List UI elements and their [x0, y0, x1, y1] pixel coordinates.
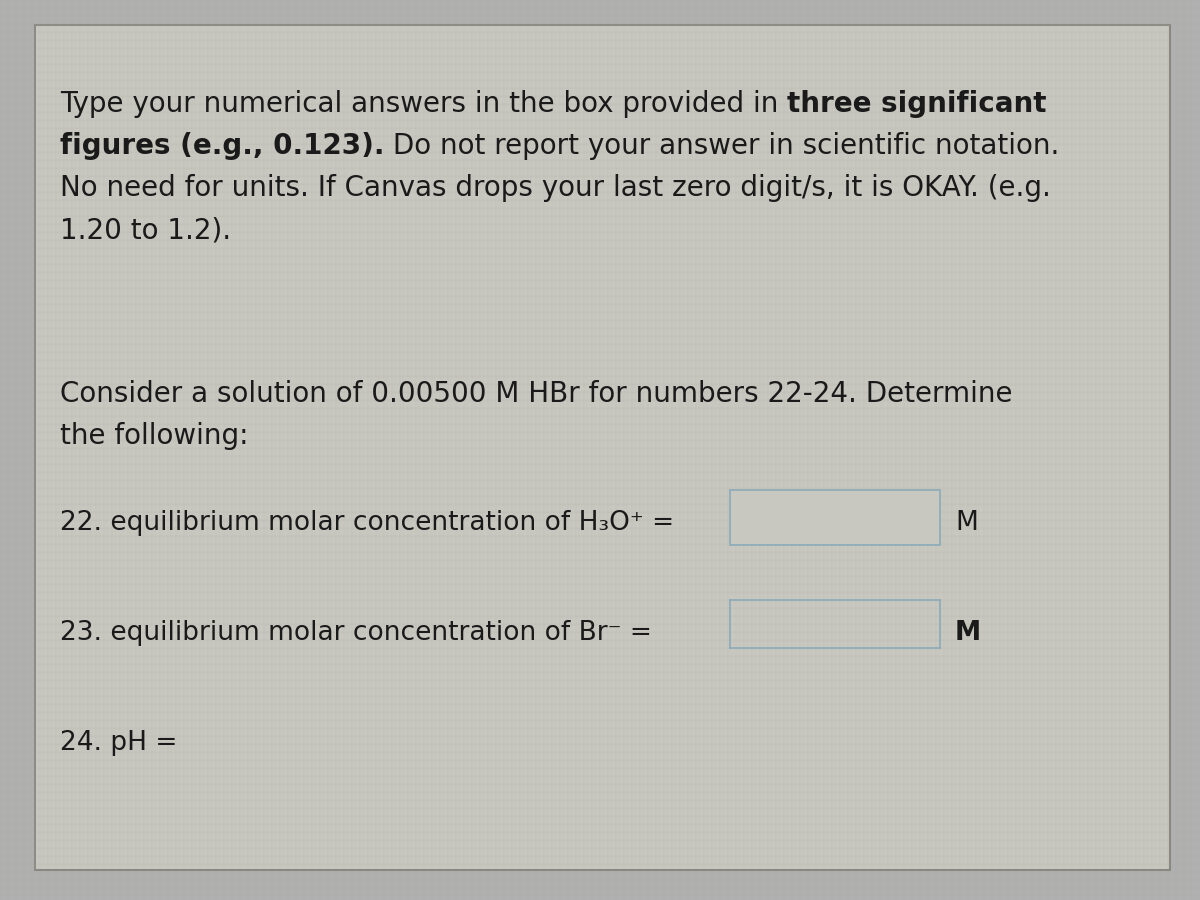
Text: three significant: three significant [787, 90, 1046, 118]
Bar [730, 490, 940, 545]
Text: M: M [955, 620, 982, 646]
Text: 1.20 to 1.2).: 1.20 to 1.2). [60, 216, 232, 244]
Text: 22. equilibrium molar concentration of H₃O⁺ =: 22. equilibrium molar concentration of H… [60, 510, 674, 536]
Text: the following:: the following: [60, 422, 248, 450]
Text: No need for units. If Canvas drops your last zero digit/s, it is OKAY. (e.g.: No need for units. If Canvas drops your … [60, 174, 1051, 202]
Text: 23. equilibrium molar concentration of Br⁻ =: 23. equilibrium molar concentration of B… [60, 620, 652, 646]
Text: Consider a solution of 0.00500 M HBr for numbers 22-24. Determine: Consider a solution of 0.00500 M HBr for… [60, 380, 1013, 408]
Text: 24. pH =: 24. pH = [60, 730, 178, 756]
Text: M: M [955, 510, 978, 536]
Text: Type your numerical answers in the box provided in: Type your numerical answers in the box p… [60, 90, 787, 118]
Text: Do not report your answer in scientific notation.: Do not report your answer in scientific … [384, 132, 1060, 160]
Text: figures (e.g., 0.123).: figures (e.g., 0.123). [60, 132, 384, 160]
